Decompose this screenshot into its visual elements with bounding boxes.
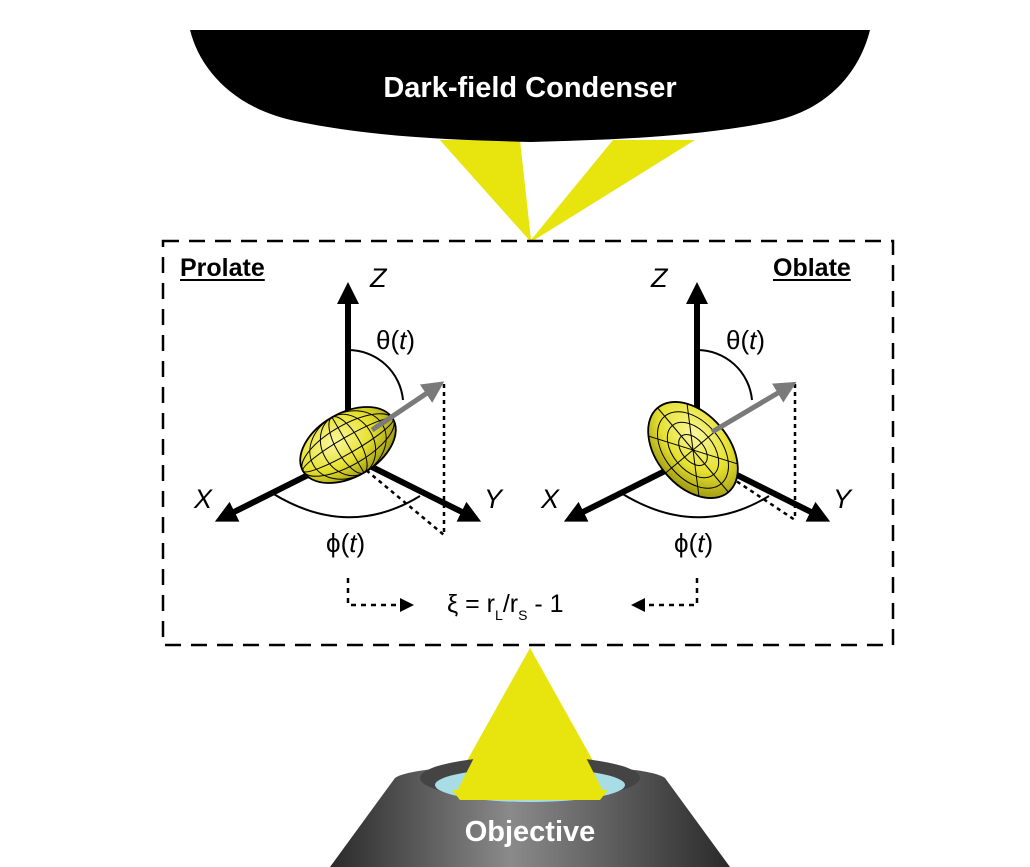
prolate-x-label: X <box>194 484 213 514</box>
prolate-particle <box>299 406 397 484</box>
prolate-phi-arc <box>271 492 421 519</box>
oblate-orientation-arrow <box>710 381 797 435</box>
dark-field-condenser <box>190 30 870 142</box>
objective-label: Objective <box>464 816 596 848</box>
oblate-title: Oblate <box>773 254 851 282</box>
aspect-ratio-equation: ξ = rL/rS - 1 <box>447 590 564 623</box>
oblate-theta-arc <box>696 348 753 401</box>
oblate-phi-arc <box>620 492 770 519</box>
condenser-label: Dark-field Condenser <box>383 72 677 104</box>
oblate-phi-label: ϕ(t) <box>674 528 714 558</box>
prolate-y-label: Y <box>484 484 503 514</box>
oblate-z-label: Z <box>651 263 668 293</box>
prolate-title: Prolate <box>180 254 265 282</box>
objective-light-cone-overlay <box>455 648 605 795</box>
oblate-x-label: X <box>541 484 560 514</box>
oblate-panel <box>563 282 831 522</box>
oblate-y-label: Y <box>833 484 852 514</box>
prolate-orientation-arrow <box>370 381 445 433</box>
prolate-z-label: Z <box>370 263 387 293</box>
prolate-panel <box>214 282 482 536</box>
condenser-light-cone <box>440 140 695 242</box>
condenser-light-fill <box>440 140 531 242</box>
prolate-projection-ground <box>347 454 445 536</box>
oblate-to-equation-connector <box>631 578 699 612</box>
prolate-phi-label: ϕ(t) <box>326 528 366 558</box>
prolate-theta-label: θ(t) <box>376 325 416 355</box>
oblate-particle <box>647 401 739 499</box>
oblate-theta-label: θ(t) <box>726 325 766 355</box>
prolate-theta-arc <box>347 348 404 401</box>
prolate-to-equation-connector <box>346 578 414 612</box>
sample-region-box <box>161 239 895 647</box>
